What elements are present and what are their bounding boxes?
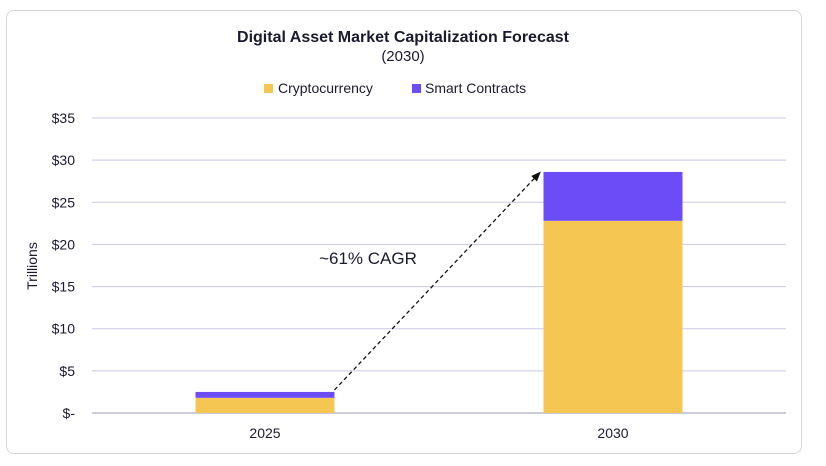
y-tick-labels: $- $5 $10 $15 $20 $25 $30 $35: [52, 110, 76, 421]
y-tick-label: $5: [59, 363, 75, 379]
legend-swatch-smart-contracts: [412, 84, 421, 93]
bar-cryptocurrency-2030: [543, 220, 683, 413]
y-tick-label: $-: [63, 405, 76, 421]
bar-smart-contracts-2030: [543, 171, 683, 221]
x-tick-label: 2030: [597, 425, 628, 441]
bar-cryptocurrency-2025: [195, 397, 335, 413]
y-axis-label: Trillions: [24, 242, 40, 290]
cagr-arrow: [334, 171, 541, 391]
bars: [195, 171, 683, 413]
y-tick-label: $25: [52, 194, 76, 210]
y-tick-label: $15: [52, 279, 76, 295]
chart-subtitle: (2030): [381, 48, 424, 65]
legend-swatch-cryptocurrency: [264, 84, 273, 93]
y-tick-label: $30: [52, 152, 76, 168]
legend-label-smart-contracts: Smart Contracts: [425, 80, 526, 96]
chart-title: Digital Asset Market Capitalization Fore…: [237, 29, 570, 46]
cagr-annotation: ~61% CAGR: [319, 249, 417, 268]
y-tick-label: $20: [52, 236, 76, 252]
legend-label-cryptocurrency: Cryptocurrency: [278, 80, 373, 96]
legend: Cryptocurrency Smart Contracts: [264, 80, 526, 96]
y-tick-label: $35: [52, 110, 76, 126]
x-tick-label: 2025: [249, 425, 280, 441]
bar-smart-contracts-2025: [195, 391, 335, 398]
y-tick-label: $10: [52, 321, 76, 337]
x-tick-labels: 2025 2030: [249, 425, 628, 441]
